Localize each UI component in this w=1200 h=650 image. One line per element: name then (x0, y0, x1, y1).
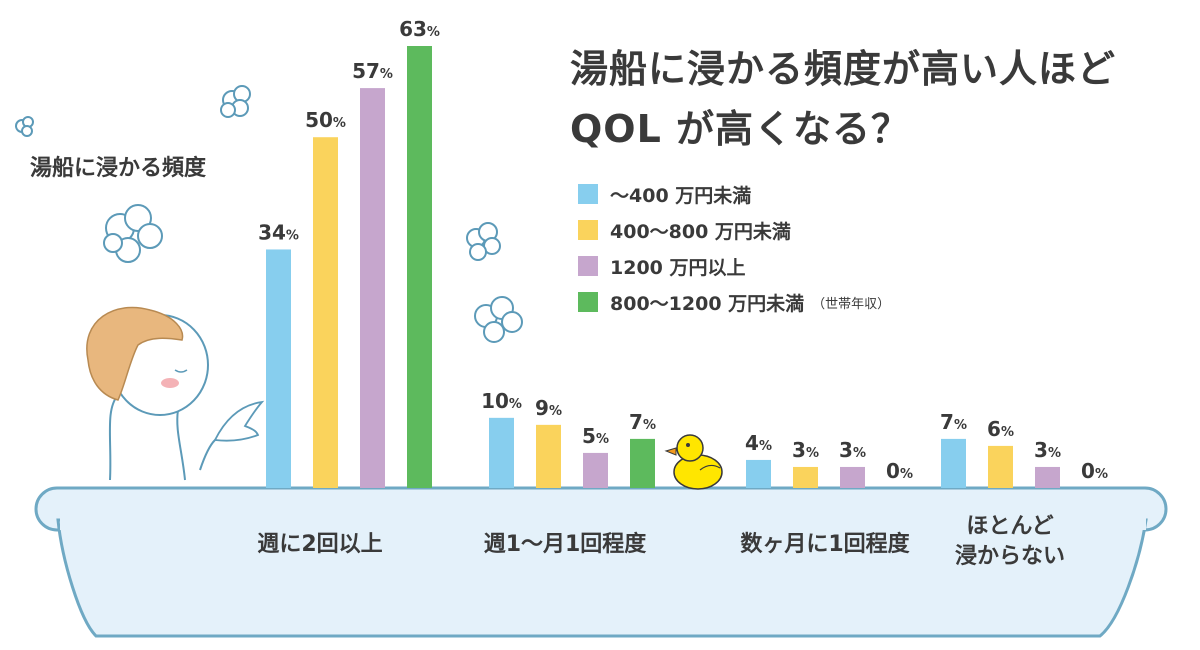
bar (630, 438, 655, 488)
legend-label: 400〜800 万円未満 (610, 220, 791, 243)
bar-value-label: 0% (1081, 459, 1108, 483)
bubble-icon (15, 116, 34, 137)
bar-value-label: 50% (305, 108, 346, 132)
bar-value-label: 6% (987, 417, 1014, 441)
bar-value-label: 7% (940, 410, 967, 434)
bar-value-label: 34% (258, 220, 299, 244)
legend-swatch (578, 184, 598, 204)
legend-item-2: 1200 万円以上 (578, 248, 890, 284)
bar (489, 417, 514, 488)
legend-note: （世帯年収） (812, 296, 891, 312)
bar-value-label: 57% (352, 59, 393, 83)
legend-swatch (578, 292, 598, 312)
bubble-icon (103, 204, 163, 263)
legend-label: 800〜1200 万円未満 (610, 292, 805, 315)
category-label: 週1〜月1回程度 (460, 530, 670, 560)
legend: 〜400 万円未満 400〜800 万円未満 1200 万円以上 800〜120… (578, 176, 890, 320)
category-label-line: 浸からない (954, 544, 1065, 569)
chart-title-line-2: QOL が高くなる？ (570, 107, 911, 151)
bar-group (266, 46, 1060, 488)
bathtub-illustration (34, 486, 1168, 638)
legend-swatch (578, 256, 598, 276)
bar-value-label: 7% (629, 410, 656, 434)
bar-value-label: 63% (399, 17, 440, 41)
bar (313, 137, 338, 488)
bar-value-label: 4% (745, 431, 772, 455)
bar (840, 466, 865, 488)
legend-label: 〜400 万円未満 (610, 184, 752, 207)
bar-value-label: 3% (1034, 438, 1061, 462)
bar-label-group: 34% 50% 57%63% 10% 9% 5% 7% 4% 3% 3% 0% 7% 6% 3% 0% (258, 17, 1108, 483)
chart-subtitle: 湯船に浸かる頻度 (30, 156, 207, 181)
bubble-icon (220, 85, 251, 118)
bar-value-label: 3% (839, 438, 866, 462)
bar (941, 438, 966, 488)
bar (988, 445, 1013, 488)
rubber-duck-icon (664, 434, 723, 490)
chart-title-line-1: 湯船に浸かる頻度が高い人ほど (570, 47, 1117, 91)
bar-value-label: 10% (481, 389, 522, 413)
category-label-line: 数ヶ月に1回程度 (740, 532, 910, 557)
bar-value-label: 5% (582, 424, 609, 448)
bar-value-label: 0% (886, 459, 913, 483)
bar (360, 88, 385, 488)
bar (266, 249, 291, 488)
bubble-icon (466, 222, 501, 261)
bar (407, 46, 432, 488)
person-illustration (86, 306, 265, 481)
category-label-line: 週に2回以上 (257, 532, 383, 557)
bar (583, 452, 608, 488)
bar-value-label: 9% (535, 396, 562, 420)
bar (746, 459, 771, 488)
legend-item-3: 800〜1200 万円未満 （世帯年収） (578, 284, 890, 320)
bar (536, 424, 561, 488)
category-label-line: ほとんど (966, 514, 1054, 539)
legend-label: 1200 万円以上 (610, 256, 746, 279)
category-label: 数ヶ月に1回程度 (720, 530, 930, 560)
legend-item-1: 400〜800 万円未満 (578, 212, 890, 248)
category-label: 週に2回以上 (230, 530, 410, 560)
bar-value-label: 3% (792, 438, 819, 462)
category-label: ほとんど 浸からない (930, 512, 1090, 572)
legend-swatch (578, 220, 598, 240)
category-label-line: 週1〜月1回程度 (483, 532, 647, 557)
legend-item-0: 〜400 万円未満 (578, 176, 890, 212)
bar (1035, 466, 1060, 488)
bubble-icon (474, 296, 523, 343)
bar (793, 466, 818, 488)
